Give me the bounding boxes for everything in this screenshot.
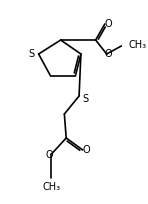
Text: O: O — [46, 150, 53, 160]
Text: O: O — [83, 145, 90, 155]
Text: S: S — [82, 94, 89, 104]
Text: O: O — [105, 49, 112, 59]
Text: CH₃: CH₃ — [42, 182, 61, 192]
Text: CH₃: CH₃ — [129, 40, 147, 50]
Text: O: O — [105, 19, 112, 29]
Text: S: S — [28, 49, 34, 59]
